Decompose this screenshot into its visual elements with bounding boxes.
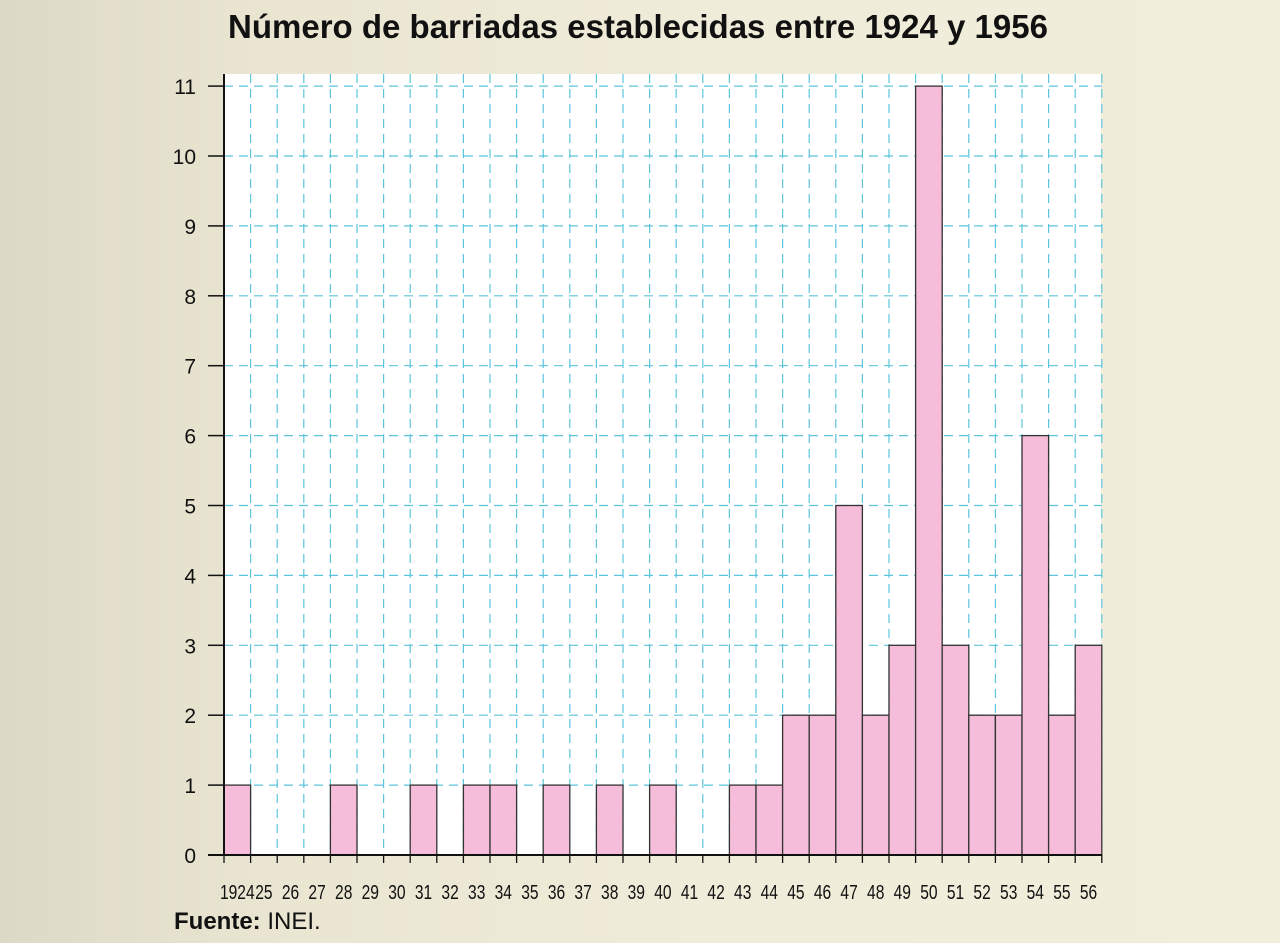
x-tick-label: 27 — [308, 881, 325, 903]
x-tick-label: 30 — [388, 881, 405, 903]
x-tick-label: 51 — [947, 881, 964, 903]
y-tick-label: 8 — [184, 286, 196, 309]
bar-48 — [861, 714, 890, 856]
x-tick-label: 31 — [415, 881, 432, 903]
bar-33 — [462, 784, 491, 856]
chart-title: Número de barriadas establecidas entre 1… — [228, 8, 1048, 45]
x-tick-label: 40 — [654, 881, 671, 903]
x-tick-label: 39 — [628, 881, 645, 903]
y-tick-label: 11 — [174, 76, 196, 99]
bar-54 — [1021, 434, 1050, 856]
x-tick-label: 26 — [282, 881, 299, 903]
bar-53 — [994, 714, 1023, 856]
bar-31 — [409, 784, 438, 856]
x-tick-label: 29 — [362, 881, 379, 903]
x-tick-label: 44 — [761, 881, 778, 903]
bar-55 — [1047, 714, 1076, 856]
x-tick-label: 35 — [521, 881, 538, 903]
bar-46 — [808, 714, 837, 856]
x-tick-label: 55 — [1053, 881, 1070, 903]
x-tick-label: 46 — [814, 881, 831, 903]
x-tick-label: 54 — [1027, 881, 1044, 903]
bar-47 — [835, 504, 864, 856]
x-tick-label: 28 — [335, 881, 352, 903]
x-tick-label: 38 — [601, 881, 618, 903]
bar-44 — [755, 784, 784, 856]
x-tick-label: 48 — [867, 881, 884, 903]
x-tick-label: 34 — [495, 881, 512, 903]
source-label: Fuente: — [174, 908, 261, 935]
x-tick-label: 1924 — [220, 881, 255, 903]
x-tick-label: 49 — [894, 881, 911, 903]
bar-45 — [781, 714, 810, 856]
y-tick-label: 9 — [184, 216, 196, 239]
y-tick-label: 4 — [184, 565, 196, 588]
bar-34 — [489, 784, 518, 856]
x-tick-label: 32 — [441, 881, 458, 903]
bars — [223, 85, 1103, 856]
y-tick-label: 7 — [184, 356, 196, 379]
y-tick-label: 2 — [184, 705, 196, 728]
bar-56 — [1074, 644, 1103, 856]
x-tick-label: 52 — [973, 881, 990, 903]
x-tick-label: 56 — [1080, 881, 1097, 903]
bar-1924 — [223, 784, 252, 856]
y-tick-label: 6 — [184, 426, 196, 449]
bar-40 — [648, 784, 677, 856]
x-tick-label: 53 — [1000, 881, 1017, 903]
source-note: Fuente: INEI. — [174, 908, 321, 936]
x-tick-label: 33 — [468, 881, 485, 903]
x-tick-label: 42 — [707, 881, 724, 903]
bar-49 — [888, 644, 917, 856]
x-tick-labels: 1924 25 26 27 28 29 30 31 32 33 34 35 36 37 38 39 40 41 42… — [220, 881, 1097, 903]
x-tick-label: 36 — [548, 881, 565, 903]
x-tick-label: 25 — [255, 881, 272, 903]
x-tick-label: 43 — [734, 881, 751, 903]
x-tick-label: 50 — [920, 881, 937, 903]
source-text: INEI. — [260, 908, 321, 935]
y-tick-label: 5 — [184, 496, 196, 519]
y-tick-label: 10 — [173, 146, 196, 169]
bar-38 — [595, 784, 624, 856]
bar-50 — [914, 85, 943, 856]
y-tick-label: 1 — [184, 775, 196, 798]
x-tick-label: 45 — [787, 881, 804, 903]
axes — [208, 74, 1103, 863]
bar-36 — [542, 784, 571, 856]
x-tick-label: 41 — [681, 881, 698, 903]
y-tick-label: 0 — [184, 845, 196, 868]
x-tick-label: 47 — [840, 881, 857, 903]
bar-52 — [968, 714, 997, 856]
bar-28 — [329, 784, 358, 856]
bar-43 — [728, 784, 757, 856]
x-tick-label: 37 — [574, 881, 591, 903]
bar-51 — [941, 644, 970, 856]
y-tick-labels: 0 1 2 3 4 5 6 7 8 9 10 11 — [173, 76, 197, 868]
y-tick-label: 3 — [184, 635, 196, 658]
